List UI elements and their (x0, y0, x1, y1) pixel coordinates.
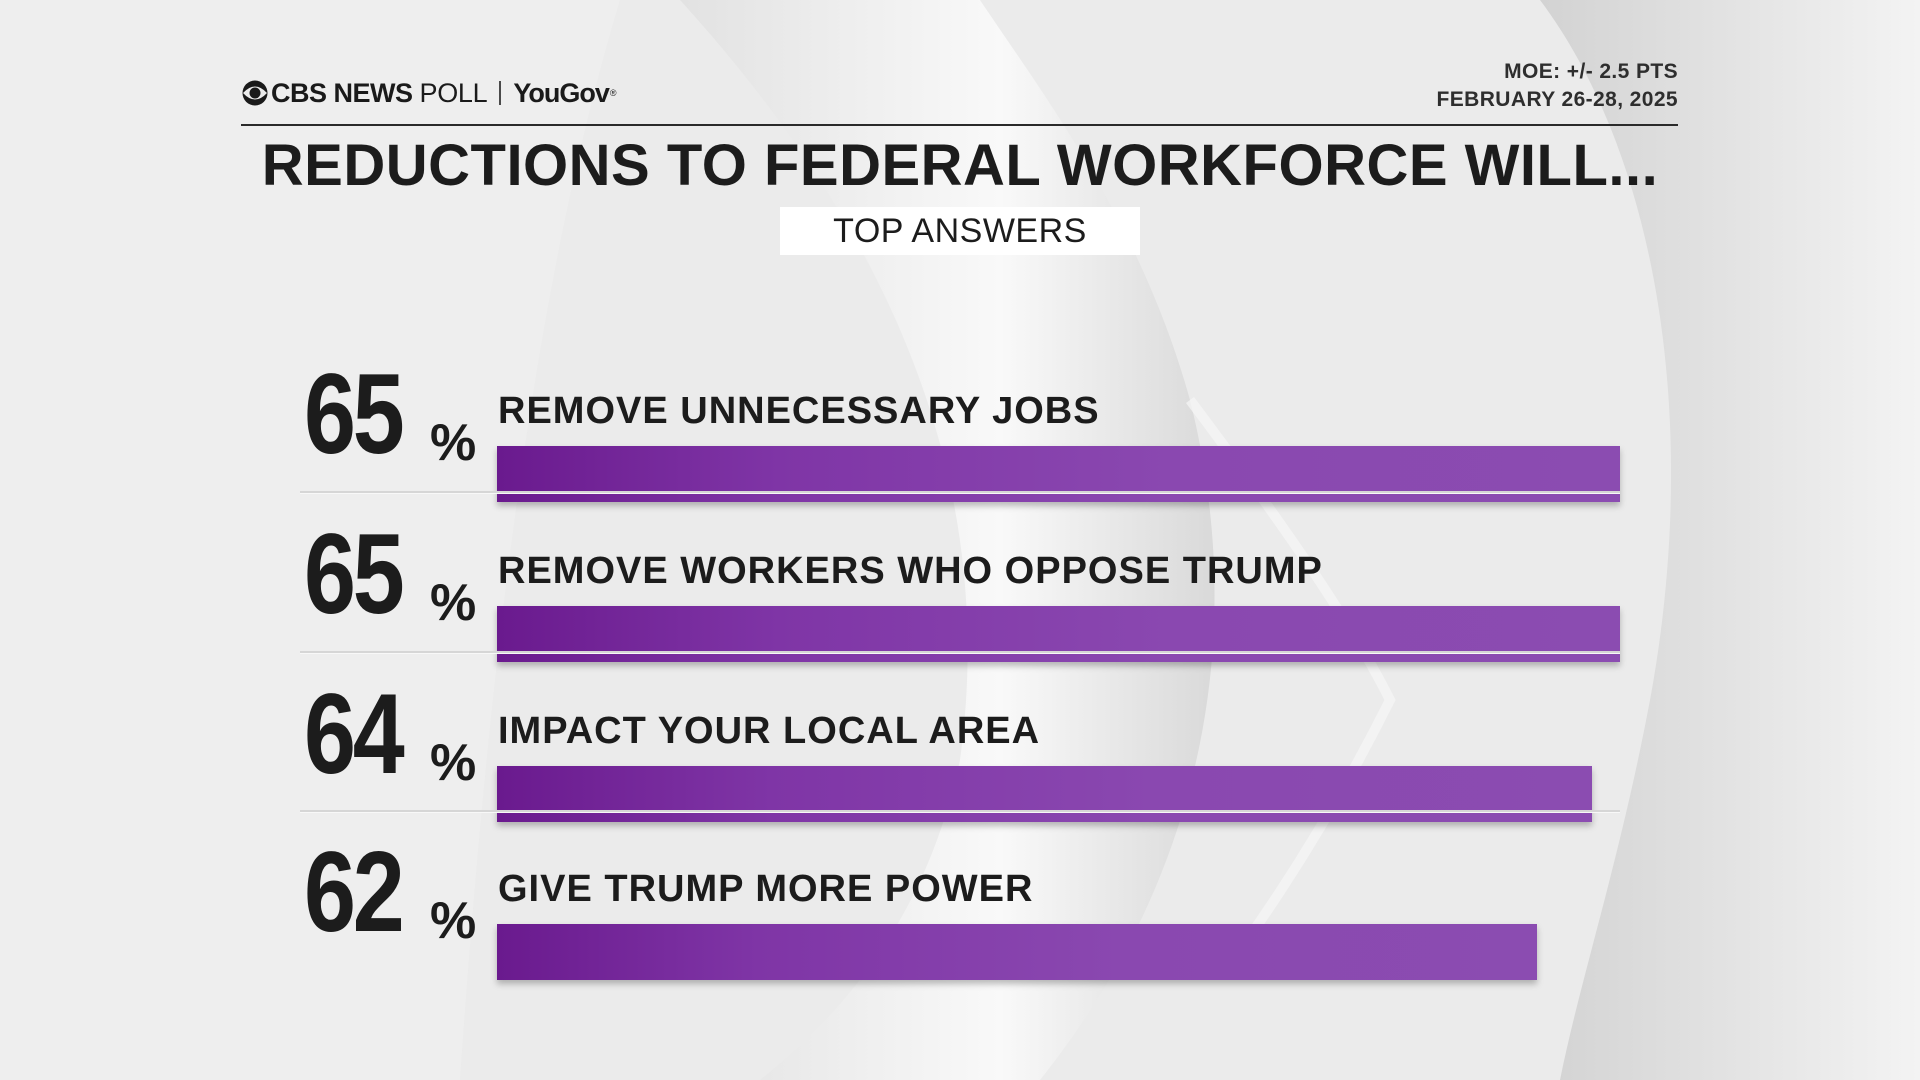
cbs-eye-icon (242, 80, 268, 106)
percent-sign: % (430, 574, 477, 632)
answer-bar (497, 924, 1538, 980)
answer-bar (497, 446, 1620, 502)
answer-label: IMPACT YOUR LOCAL AREA (498, 710, 1041, 752)
percent-number: 64 (304, 671, 405, 798)
answer-label: REMOVE UNNECESSARY JOBS (498, 390, 1100, 432)
percent-value: 65 % (300, 350, 495, 480)
answer-bar (497, 606, 1620, 662)
logo-network: CBS NEWS (271, 77, 413, 108)
percent-sign: % (430, 734, 477, 792)
logo-partner: YouGov (513, 77, 610, 108)
percent-number: 65 (304, 511, 405, 638)
percent-value: 64 % (300, 670, 495, 800)
row-divider (300, 491, 1620, 493)
margin-of-error: MOE: +/- 2.5 PTS (1504, 60, 1678, 83)
logo-separator (499, 81, 502, 105)
answer-bar (497, 766, 1593, 822)
percent-number: 65 (304, 351, 405, 478)
answer-label: REMOVE WORKERS WHO OPPOSE TRUMP (498, 550, 1323, 592)
poll-logo: CBS NEWS POLL YouGov ® (241, 78, 617, 108)
header: CBS NEWS POLL YouGov ® MOE: +/- 2.5 PTS … (241, 58, 1678, 126)
answer-row: 65 % REMOVE WORKERS WHO OPPOSE TRUMP (300, 500, 1620, 662)
percent-sign: % (430, 414, 477, 472)
row-divider (300, 651, 1620, 653)
percent-value: 62 % (300, 828, 495, 958)
answer-row: 65 % REMOVE UNNECESSARY JOBS (300, 340, 1620, 502)
percent-value: 65 % (300, 510, 495, 640)
percent-sign: % (430, 892, 477, 950)
answer-row: 64 % IMPACT YOUR LOCAL AREA (300, 660, 1620, 822)
poll-dates: FEBRUARY 26-28, 2025 (1436, 88, 1678, 111)
trademark-mark: ® (609, 88, 617, 98)
chart-subtitle: TOP ANSWERS (780, 207, 1140, 255)
row-divider (300, 810, 1620, 812)
chart-title: REDUCTIONS TO FEDERAL WORKFORCE WILL... (261, 133, 1659, 198)
poll-meta: MOE: +/- 2.5 PTS FEBRUARY 26-28, 2025 (1437, 58, 1678, 114)
answer-label: GIVE TRUMP MORE POWER (498, 868, 1034, 910)
answer-row: 62 % GIVE TRUMP MORE POWER (300, 818, 1620, 980)
logo-poll: POLL (419, 77, 488, 108)
percent-number: 62 (304, 829, 405, 956)
